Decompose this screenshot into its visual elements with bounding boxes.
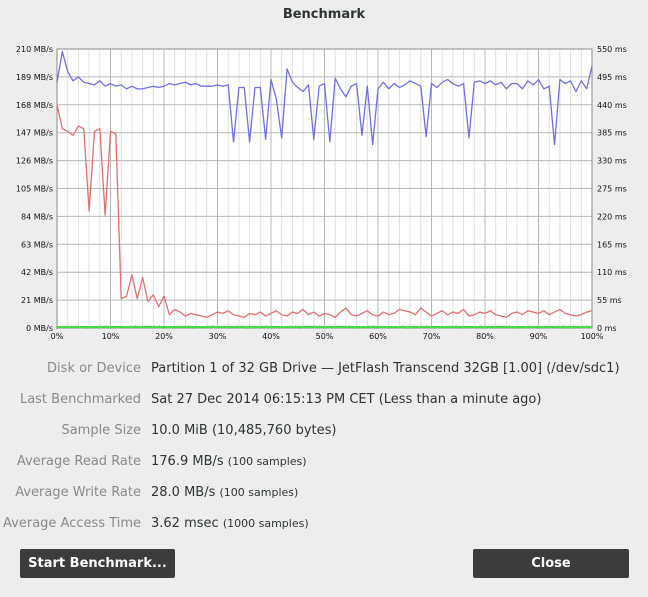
write-rate-label: Average Write Rate [15,485,141,500]
right-axis-tick-label: 275 ms [597,185,627,194]
info-row-write-rate: Average Write Rate 28.0 MB/s (100 sample… [0,477,648,508]
left-axis-tick-label: 126 MB/s [16,157,53,166]
right-axis-tick-label: 0 ms [597,324,617,333]
left-axis-tick-label: 168 MB/s [16,101,53,110]
right-axis-tick-label: 495 ms [597,73,627,82]
read-rate-value: 176.9 MB/s [151,454,224,469]
read-rate-line [56,51,593,146]
write-rate-samples: (100 samples) [219,486,299,499]
last-benchmarked-label: Last Benchmarked [19,392,141,407]
read-rate-container: 176.9 MB/s (100 samples) [151,454,307,469]
access-time-value: 3.62 msec [151,516,219,531]
x-axis-tick-label: 70% [423,332,441,341]
device-label: Disk or Device [47,361,141,376]
access-time-label: Average Access Time [3,516,141,531]
read-rate-samples: (100 samples) [227,455,307,468]
right-axis-tick-label: 55 ms [597,296,622,305]
info-row-sample-size: Sample Size 10.0 MiB (10,485,760 bytes) [0,415,648,446]
x-axis-tick-label: 20% [155,332,173,341]
info-row-device: Disk or Device Partition 1 of 32 GB Driv… [0,353,648,384]
device-value: Partition 1 of 32 GB Drive — JetFlash Tr… [151,361,620,376]
write-rate-value: 28.0 MB/s [151,485,216,500]
sample-size-label: Sample Size [61,423,141,438]
last-benchmarked-value: Sat 27 Dec 2014 06:15:13 PM CET (Less th… [151,392,542,407]
benchmark-info: Disk or Device Partition 1 of 32 GB Driv… [0,353,648,539]
write-rate-line [56,104,593,319]
x-axis-tick-label: 80% [476,332,494,341]
x-axis-tick-label: 50% [316,332,334,341]
right-axis-tick-label: 385 ms [597,129,627,138]
right-axis-tick-label: 165 ms [597,240,627,249]
x-axis-tick-label: 30% [209,332,227,341]
left-axis-tick-label: 84 MB/s [21,212,53,221]
window-title: Benchmark [282,7,366,22]
right-axis-tick-label: 550 ms [597,45,627,54]
info-row-access-time: Average Access Time 3.62 msec (1000 samp… [0,508,648,539]
left-axis-tick-label: 0 MB/s [26,324,53,333]
left-axis-tick-label: 63 MB/s [21,240,53,249]
info-row-read-rate: Average Read Rate 176.9 MB/s (100 sample… [0,446,648,477]
right-axis-tick-label: 110 ms [597,268,627,277]
x-axis-tick-label: 0% [51,332,64,341]
right-axis-tick-label: 440 ms [597,101,627,110]
benchmark-chart: 0 MB/s 21 MB/s 42 MB/s 63 MB/s 84 MB/s 105 MB… [16,45,627,341]
left-axis-tick-label: 147 MB/s [16,129,53,138]
write-rate-container: 28.0 MB/s (100 samples) [151,485,298,500]
start-benchmark-button[interactable]: Start Benchmark... [20,549,175,578]
x-axis-tick-label: 100% [581,332,604,341]
left-axis-tick-label: 105 MB/s [16,185,53,194]
x-axis-tick-label: 90% [530,332,548,341]
x-axis-tick-label: 10% [102,332,120,341]
x-axis-tick-label: 40% [262,332,280,341]
access-time-container: 3.62 msec (1000 samples) [151,516,309,531]
right-axis-tick-label: 220 ms [597,212,627,221]
left-axis-tick-label: 210 MB/s [16,45,53,54]
read-rate-label: Average Read Rate [16,454,141,469]
close-button[interactable]: Close [473,549,629,578]
access-time-samples: (1000 samples) [222,517,309,530]
info-row-last-benchmarked: Last Benchmarked Sat 27 Dec 2014 06:15:1… [0,384,648,415]
right-axis-tick-label: 330 ms [597,157,627,166]
sample-size-value: 10.0 MiB (10,485,760 bytes) [151,423,337,438]
left-axis-tick-label: 42 MB/s [21,268,53,277]
left-axis-tick-label: 21 MB/s [21,296,53,305]
x-axis-tick-label: 60% [369,332,387,341]
left-axis-tick-label: 189 MB/s [16,73,53,82]
